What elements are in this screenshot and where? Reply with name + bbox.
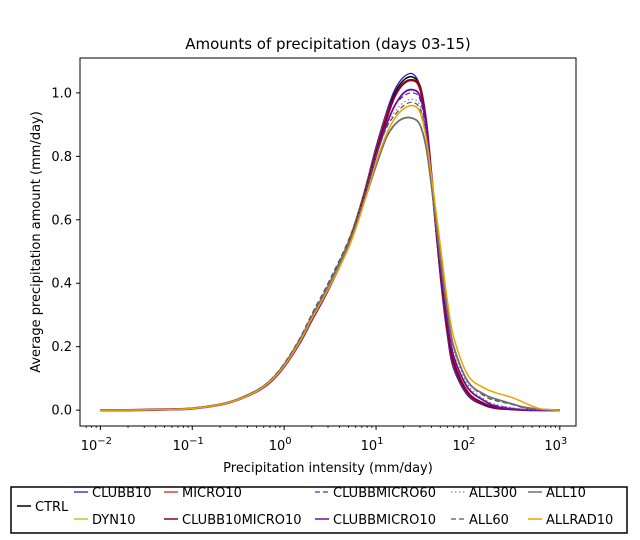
legend-label: CTRL bbox=[35, 500, 69, 515]
legend-entry: CLUBB10 bbox=[74, 486, 152, 501]
legend-label: CLUBBMICRO10 bbox=[333, 513, 436, 528]
y-axis: 0.0 0.2 0.4 0.6 0.8 1.0 bbox=[51, 86, 80, 419]
y-tick-label: 0.6 bbox=[51, 213, 72, 228]
series-line-all60 bbox=[100, 101, 560, 411]
legend-entry: MICRO10 bbox=[164, 486, 242, 501]
legend-label: ALL10 bbox=[546, 486, 586, 501]
x-tick-label: 10−1 bbox=[173, 436, 204, 454]
legend-label: CLUBB10 bbox=[92, 486, 152, 501]
legend-entry: CLUBB10MICRO10 bbox=[164, 513, 302, 528]
legend-label: ALL300 bbox=[469, 486, 517, 501]
legend-label: ALLRAD10 bbox=[546, 513, 613, 528]
series-line-ctrl bbox=[100, 75, 560, 411]
legend-entry: ALLRAD10 bbox=[528, 513, 613, 528]
series-layer bbox=[100, 72, 560, 412]
legend-label: DYN10 bbox=[92, 513, 136, 528]
legend-entry: ALL60 bbox=[451, 513, 509, 528]
legend-entry: DYN10 bbox=[74, 513, 136, 528]
legend-label: CLUBB10MICRO10 bbox=[182, 513, 302, 528]
x-axis-label: Precipitation intensity (mm/day) bbox=[223, 461, 433, 476]
series-line-clubbmicro10 bbox=[100, 88, 560, 412]
legend: CTRL CLUBB10 DYN10 MICRO10 CLUBB10MICRO10 CLU… bbox=[10, 486, 628, 534]
series-line-all300 bbox=[100, 98, 560, 411]
chart-title: Amounts of precipitation (days 03-15) bbox=[185, 35, 470, 53]
legend-label: CLUBBMICRO60 bbox=[333, 486, 436, 501]
x-axis: 10−2 10−1 100 101 102 103 bbox=[81, 426, 567, 454]
legend-entry: ALL300 bbox=[451, 486, 517, 501]
legend-label: MICRO10 bbox=[182, 486, 242, 501]
series-line-all10 bbox=[100, 116, 560, 412]
x-tick-label: 102 bbox=[452, 436, 475, 454]
y-tick-label: 0.2 bbox=[51, 340, 72, 355]
y-axis-label: Average precipitation amount (mm/day) bbox=[29, 111, 44, 373]
x-tick-label: 101 bbox=[361, 436, 384, 454]
legend-label: ALL60 bbox=[469, 513, 509, 528]
x-tick-label: 100 bbox=[269, 436, 292, 454]
series-line-clubbmicro60 bbox=[100, 92, 560, 411]
y-tick-label: 0.8 bbox=[51, 150, 72, 165]
series-line-dyn10 bbox=[100, 79, 560, 411]
legend-entry: CLUBBMICRO10 bbox=[315, 513, 436, 528]
x-tick-label: 10−2 bbox=[81, 436, 112, 454]
series-line-allrad10 bbox=[100, 104, 560, 411]
series-line-clubb10micro10 bbox=[100, 78, 560, 412]
y-tick-label: 0.0 bbox=[51, 404, 72, 419]
legend-entry: CTRL bbox=[17, 500, 69, 515]
legend-frame bbox=[10, 486, 628, 534]
series-line-clubb10 bbox=[100, 72, 560, 411]
plot-frame bbox=[79, 57, 577, 427]
series-line-micro10 bbox=[100, 79, 560, 411]
legend-entry: CLUBBMICRO60 bbox=[315, 486, 436, 501]
y-tick-label: 1.0 bbox=[51, 86, 72, 101]
legend-entry: ALL10 bbox=[528, 486, 586, 501]
y-tick-label: 0.4 bbox=[51, 277, 72, 292]
x-tick-label: 103 bbox=[544, 436, 567, 454]
